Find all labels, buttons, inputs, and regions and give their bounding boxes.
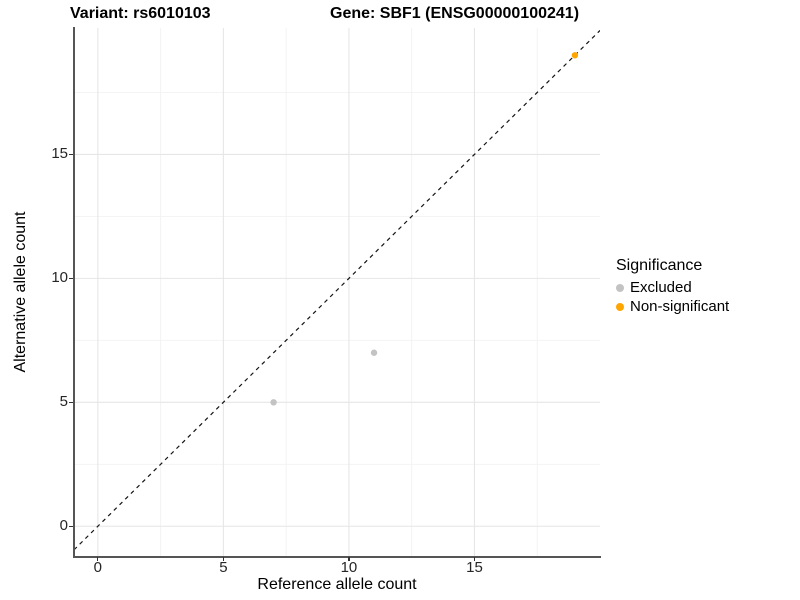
plot-panel [74, 28, 600, 556]
legend-item-excluded: Excluded [616, 278, 729, 297]
legend-item-label: Excluded [630, 279, 692, 296]
x-tick-mark [97, 557, 99, 561]
legend-title: Significance [616, 257, 703, 274]
plot-title-variant: Variant: rs6010103 [70, 5, 211, 22]
y-tick-label: 15 [51, 145, 68, 163]
x-tick-label: 5 [219, 559, 228, 576]
legend-key-dot-icon [616, 302, 624, 311]
y-tick-label: 10 [51, 269, 68, 287]
legend-item-label: Non-significant [630, 298, 730, 315]
y-tick-mark [69, 277, 73, 279]
x-tick-mark [473, 557, 476, 561]
identity-line [74, 30, 600, 551]
legend: Significance Excluded Non-significant [616, 257, 729, 316]
x-axis-title: Reference allele count [257, 576, 417, 593]
data-point-excluded [370, 349, 378, 356]
legend-key-dot-icon [616, 283, 624, 292]
x-tick-mark [348, 557, 350, 561]
y-axis-line [73, 27, 75, 557]
y-tick-mark [69, 153, 73, 155]
legend-items: Excluded Non-significant [616, 278, 729, 316]
plot-title-gene: Gene: SBF1 (ENSG00000100241) [330, 5, 580, 22]
x-tick-label: 15 [466, 559, 483, 576]
x-tick-mark [222, 557, 224, 561]
data-point-excluded [270, 399, 277, 406]
legend-item-non-significant: Non-significant [616, 297, 729, 316]
x-tick-label: 0 [93, 559, 103, 576]
x-tick-label: 10 [340, 559, 358, 576]
y-tick-mark [69, 525, 73, 527]
y-tick-label: 0 [59, 517, 68, 535]
y-tick-mark [69, 401, 73, 403]
y-tick-label: 5 [59, 393, 68, 411]
y-axis-title: Alternative allele count [12, 211, 29, 373]
x-axis-line [73, 556, 601, 558]
plot-canvas [74, 28, 600, 556]
data-point-non-significant [571, 52, 579, 59]
